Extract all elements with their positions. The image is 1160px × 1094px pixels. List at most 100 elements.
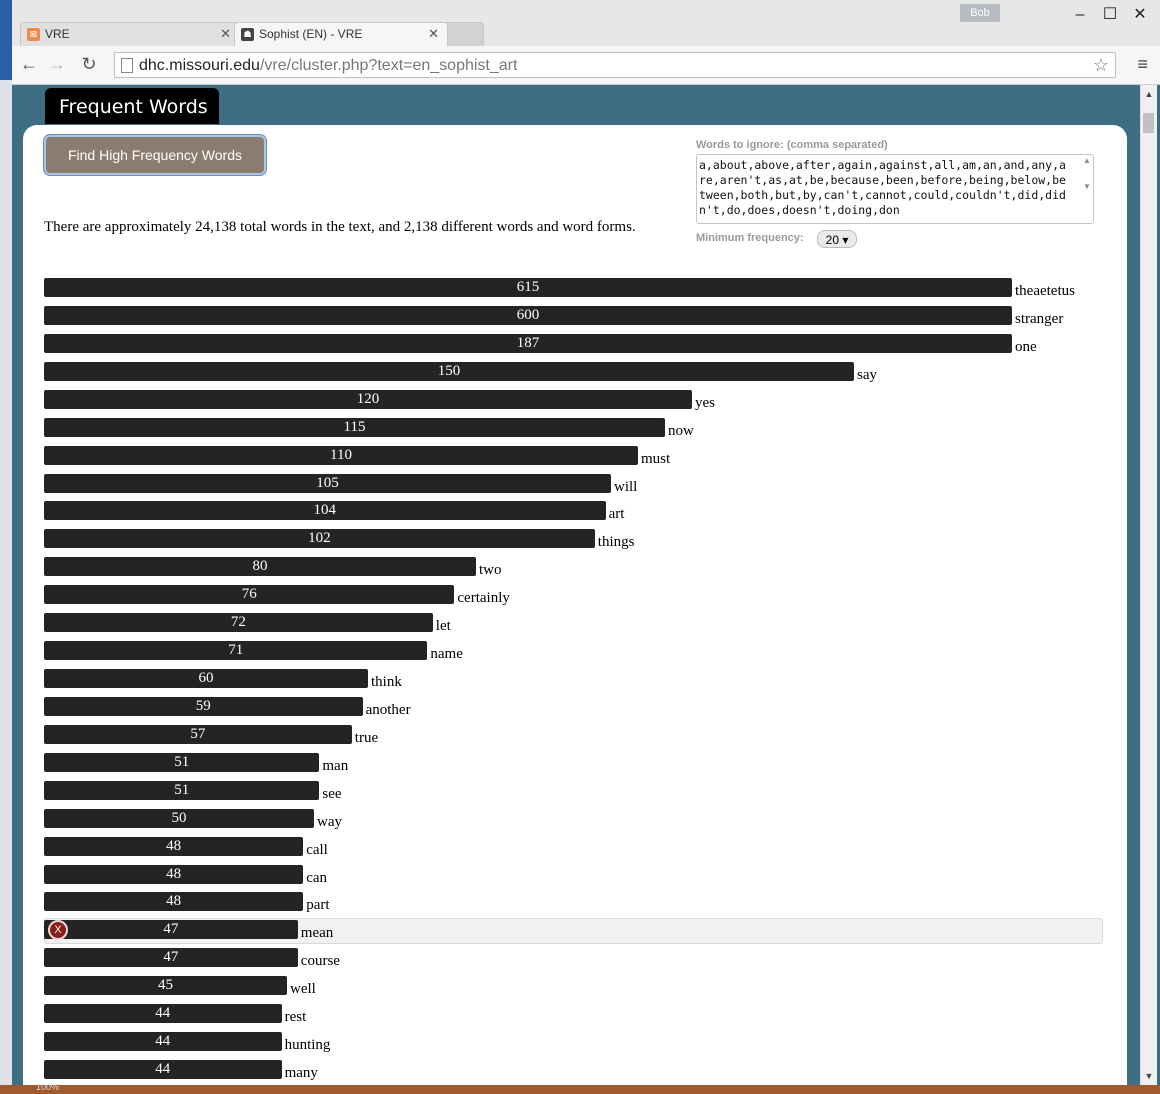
tab-strip: ⊠ VRE ✕ ☗ Sophist (EN) - VRE ✕ Bob – ☐ ✕ — [12, 0, 1160, 46]
bar-now[interactable]: 115 — [44, 417, 665, 437]
word-label-certainly: certainly — [457, 590, 510, 607]
tab-title: VRE — [45, 27, 70, 41]
bar-must[interactable]: 110 — [44, 445, 638, 465]
url-host: dhc.missouri.edu — [139, 57, 260, 74]
word-label-true: true — [354, 729, 379, 746]
browser-menu-icon[interactable]: ≡ — [1137, 54, 1148, 74]
word-label-two: two — [479, 562, 502, 579]
bar-can[interactable]: 48 — [44, 864, 304, 884]
bar-certainly[interactable]: 76 — [44, 585, 455, 605]
profile-badge[interactable]: Bob — [960, 4, 1000, 22]
word-label-many: many — [284, 1065, 318, 1082]
word-label-mean: mean — [300, 925, 334, 942]
word-label-rest: rest — [284, 1009, 307, 1026]
browser-toolbar: ← → ↻ dhc.missouri.edu/vre/cluster.php?t… — [12, 46, 1160, 85]
scroll-up-icon[interactable]: ▲ — [1144, 89, 1154, 99]
word-label-yes: yes — [695, 394, 715, 411]
word-label-one: one — [1015, 338, 1037, 355]
bookmark-star-icon[interactable]: ☆ — [1092, 55, 1109, 75]
bar-many[interactable]: 44 — [44, 1060, 282, 1080]
page-icon — [121, 58, 133, 73]
word-label-say: say — [857, 366, 877, 383]
bar-let[interactable]: 72 — [44, 613, 433, 633]
reload-icon[interactable]: ↻ — [81, 54, 97, 74]
remove-word-icon[interactable]: X — [48, 920, 68, 941]
bar-man[interactable]: 51 — [44, 752, 320, 772]
word-label-must: must — [641, 450, 671, 467]
word-label-let: let — [435, 618, 451, 635]
scroll-thumb[interactable] — [1143, 113, 1154, 133]
bar-think[interactable]: 60 — [44, 669, 368, 689]
vre-favicon-icon: ⊠ — [27, 28, 40, 41]
scroll-down-icon[interactable]: ▼ — [1083, 182, 1091, 191]
bar-say[interactable]: 150 — [44, 361, 854, 381]
forward-icon[interactable]: → — [48, 54, 66, 74]
bar-will[interactable]: 105 — [44, 473, 611, 493]
bar-theaetetus[interactable]: 615 — [44, 278, 1012, 297]
bar-rest[interactable]: 44 — [44, 1004, 282, 1024]
page-content: Frequent Words Find High Frequency Words… — [12, 85, 1140, 1085]
ignore-words-textarea[interactable]: a,about,above,after,again,against,all,am… — [696, 154, 1094, 224]
main-panel: Find High Frequency Words Words to ignor… — [23, 125, 1127, 1085]
word-label-part: part — [306, 897, 330, 914]
bar-stranger[interactable]: 600 — [44, 305, 1012, 325]
bar-one[interactable]: 187 — [44, 333, 1012, 353]
word-label-things: things — [597, 534, 635, 551]
bar-part[interactable]: 48 — [44, 892, 304, 912]
minimize-icon[interactable]: – — [1075, 6, 1085, 23]
word-label-think: think — [371, 674, 402, 691]
bar-see[interactable]: 51 — [44, 780, 320, 800]
word-label-man: man — [322, 757, 349, 774]
zoom-level: 100% — [36, 1082, 60, 1092]
bar-name[interactable]: 71 — [44, 641, 428, 661]
word-label-call: call — [306, 841, 328, 858]
word-label-stranger: stranger — [1015, 310, 1064, 327]
textarea-scrollbar[interactable]: ▲ ▼ — [1081, 155, 1093, 221]
word-label-well: well — [290, 981, 316, 998]
address-bar[interactable]: dhc.missouri.edu/vre/cluster.php?text=en… — [114, 52, 1116, 78]
ignore-words-label: Words to ignore: (comma separated) — [696, 139, 888, 151]
bar-art[interactable]: 104 — [44, 501, 606, 521]
bar-course[interactable]: 47 — [44, 948, 298, 968]
close-tab-icon[interactable]: ✕ — [428, 26, 439, 41]
desktop-edge — [0, 0, 12, 1094]
bar-yes[interactable]: 120 — [44, 389, 692, 409]
word-label-hunting: hunting — [284, 1037, 331, 1054]
word-label-art: art — [608, 506, 625, 523]
bar-way[interactable]: 50 — [44, 808, 314, 828]
word-count-summary: There are approximately 24,138 total wor… — [44, 219, 636, 235]
bar-hunting[interactable]: 44 — [44, 1032, 282, 1052]
bar-well[interactable]: 45 — [44, 976, 287, 996]
tab-title: Sophist (EN) - VRE — [259, 27, 363, 41]
word-label-another: another — [365, 701, 411, 718]
word-label-theaetetus: theaetetus — [1015, 283, 1075, 299]
tab-sophist[interactable]: ☗ Sophist (EN) - VRE ✕ — [234, 22, 448, 46]
bar-call[interactable]: 48 — [44, 836, 304, 856]
bar-mean[interactable]: 47 — [44, 920, 298, 940]
close-window-icon[interactable]: ✕ — [1133, 6, 1147, 23]
desktop-bottom-edge: 100% — [0, 1082, 1160, 1094]
scroll-down-icon[interactable]: ▼ — [1144, 1071, 1154, 1081]
desktop-taskbar-edge — [0, 0, 12, 80]
maximize-icon[interactable]: ☐ — [1102, 6, 1118, 23]
bar-another[interactable]: 59 — [44, 696, 363, 716]
bar-things[interactable]: 102 — [44, 529, 595, 549]
word-label-can: can — [306, 869, 328, 886]
url-path: /vre/cluster.php?text=en_sophist_art — [259, 57, 518, 74]
word-label-see: see — [322, 785, 342, 802]
browser-chrome: ⊠ VRE ✕ ☗ Sophist (EN) - VRE ✕ Bob – ☐ ✕… — [12, 0, 1160, 85]
frequency-chart: 615 theaetetus 600 stranger 187 one 150 say 120 y… — [23, 125, 1127, 1085]
bar-two[interactable]: 80 — [44, 557, 476, 577]
page-scrollbar[interactable]: ▲ ▼ — [1140, 85, 1157, 1085]
min-frequency-label: Minimum frequency: — [696, 232, 804, 244]
sophist-favicon-icon: ☗ — [241, 28, 254, 41]
min-frequency-select[interactable]: 20 ▾ — [817, 230, 857, 248]
close-tab-icon[interactable]: ✕ — [220, 26, 231, 41]
word-label-will: will — [614, 478, 638, 495]
find-high-frequency-words-button[interactable]: Find High Frequency Words — [44, 135, 266, 175]
back-icon[interactable]: ← — [20, 54, 38, 74]
page-title: Frequent Words — [45, 88, 219, 124]
scroll-up-icon[interactable]: ▲ — [1083, 156, 1091, 165]
tab-vre[interactable]: ⊠ VRE ✕ — [20, 22, 240, 46]
bar-true[interactable]: 57 — [44, 724, 352, 744]
